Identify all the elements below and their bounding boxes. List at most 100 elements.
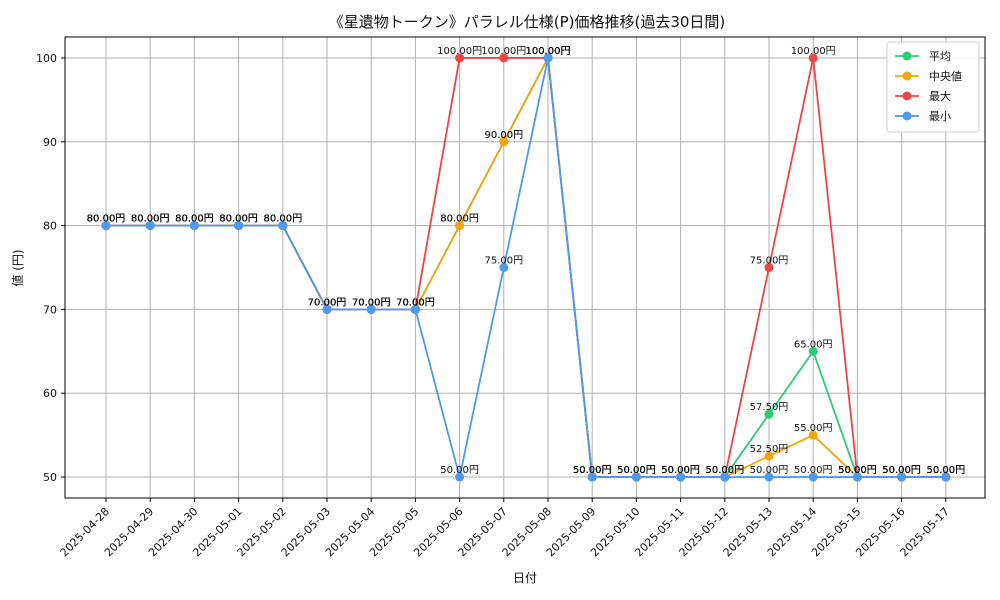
- data-label: 50.00円: [661, 465, 700, 476]
- data-label: 50.00円: [440, 465, 479, 476]
- data-label: 70.00円: [396, 297, 435, 308]
- data-point: [101, 221, 111, 231]
- data-label: 50.00円: [926, 465, 965, 476]
- data-point: [455, 53, 465, 63]
- y-tick-label: 90: [43, 136, 57, 149]
- data-point: [234, 221, 244, 231]
- data-label: 50.00円: [617, 465, 656, 476]
- data-label: 80.00円: [87, 214, 126, 225]
- y-tick-label: 100: [36, 52, 57, 65]
- data-point: [808, 472, 818, 482]
- data-label: 50.00円: [838, 465, 877, 476]
- data-point: [852, 472, 862, 482]
- data-label: 80.00円: [131, 214, 170, 225]
- data-point: [278, 221, 288, 231]
- data-label: 80.00円: [131, 214, 170, 225]
- data-point: [455, 221, 465, 231]
- data-label: 50.00円: [661, 465, 700, 476]
- data-label: 80.00円: [175, 214, 214, 225]
- data-label: 50.00円: [882, 465, 921, 476]
- legend-label: 最大: [929, 89, 951, 103]
- x-axis: 2025-04-282025-04-292025-04-302025-05-01…: [58, 498, 952, 559]
- data-label: 100.00円: [526, 46, 571, 57]
- data-label: 100.00円: [526, 46, 571, 57]
- data-point: [764, 409, 774, 419]
- data-label: 70.00円: [396, 297, 435, 308]
- data-label: 80.00円: [87, 214, 126, 225]
- data-label: 50.00円: [617, 465, 656, 476]
- legend-label: 最小: [929, 110, 951, 123]
- data-label: 52.50円: [750, 444, 789, 455]
- data-point: [499, 263, 509, 272]
- data-label: 80.00円: [219, 214, 258, 225]
- data-label: 80.00円: [87, 214, 126, 225]
- data-label: 80.00円: [175, 214, 214, 225]
- data-label: 80.00円: [131, 214, 170, 225]
- data-point: [764, 472, 774, 482]
- data-label: 80.00円: [131, 214, 170, 225]
- data-label: 70.00円: [352, 297, 391, 308]
- data-point: [189, 221, 199, 231]
- data-label: 70.00円: [352, 297, 391, 308]
- data-point: [941, 472, 951, 482]
- x-axis-label: 日付: [513, 571, 537, 585]
- data-label: 65.00円: [794, 339, 833, 350]
- data-label: 50.00円: [617, 465, 656, 476]
- data-label: 70.00円: [308, 297, 347, 308]
- data-label: 50.00円: [705, 465, 744, 476]
- data-label: 70.00円: [308, 297, 347, 308]
- data-label: 50.00円: [838, 465, 877, 476]
- data-label: 50.00円: [661, 465, 700, 476]
- legend-label: 中央値: [929, 70, 962, 83]
- data-label: 80.00円: [440, 214, 479, 225]
- data-point: [366, 304, 376, 314]
- data-label: 50.00円: [573, 465, 612, 476]
- data-label: 50.00円: [705, 465, 744, 476]
- y-tick-label: 60: [43, 387, 57, 400]
- data-point: [897, 472, 907, 482]
- data-label: 50.00円: [926, 465, 965, 476]
- legend-marker: [902, 111, 912, 121]
- data-label: 50.00円: [882, 465, 921, 476]
- data-labels: 80.00円 80.00円 80.00円 80.00円 80.00円 70.00円 70.0…: [87, 46, 965, 476]
- data-point: [587, 472, 597, 482]
- data-label: 50.00円: [882, 465, 921, 476]
- series-group: [101, 53, 951, 482]
- data-label: 50.00円: [926, 465, 965, 476]
- chart-title: 《星遺物トークン》パラレル仕様(P)価格推移(過去30日間): [329, 13, 726, 31]
- y-tick-label: 70: [43, 303, 57, 316]
- data-label: 80.00円: [87, 214, 126, 225]
- data-label: 90.00円: [484, 130, 523, 141]
- data-point: [455, 472, 465, 482]
- data-point: [322, 304, 332, 314]
- data-label: 75.00円: [484, 256, 523, 267]
- data-point: [145, 221, 155, 231]
- legend-marker: [902, 51, 912, 61]
- data-label: 80.00円: [263, 214, 302, 225]
- data-label: 57.50円: [750, 402, 789, 413]
- data-label: 50.00円: [573, 465, 612, 476]
- data-label: 50.00円: [661, 465, 700, 476]
- data-label: 50.00円: [926, 465, 965, 476]
- data-point: [631, 472, 641, 482]
- data-point: [764, 451, 774, 461]
- data-label: 55.00円: [794, 423, 833, 434]
- data-label: 50.00円: [573, 465, 612, 476]
- data-point: [676, 472, 686, 482]
- data-label: 50.00円: [705, 465, 744, 476]
- data-label: 50.00円: [705, 465, 744, 476]
- data-label: 70.00円: [352, 297, 391, 308]
- data-point: [499, 137, 509, 147]
- data-label: 50.00円: [750, 465, 789, 476]
- y-axis: 50 60 70 80 90 100: [36, 52, 65, 484]
- data-point: [499, 53, 509, 63]
- y-tick-label: 50: [43, 471, 57, 484]
- data-label: 50.00円: [838, 465, 877, 476]
- data-label: 70.00円: [396, 297, 435, 308]
- data-label: 80.00円: [219, 214, 258, 225]
- data-label: 50.00円: [617, 465, 656, 476]
- legend-marker: [902, 71, 912, 81]
- data-label: 80.00円: [219, 214, 258, 225]
